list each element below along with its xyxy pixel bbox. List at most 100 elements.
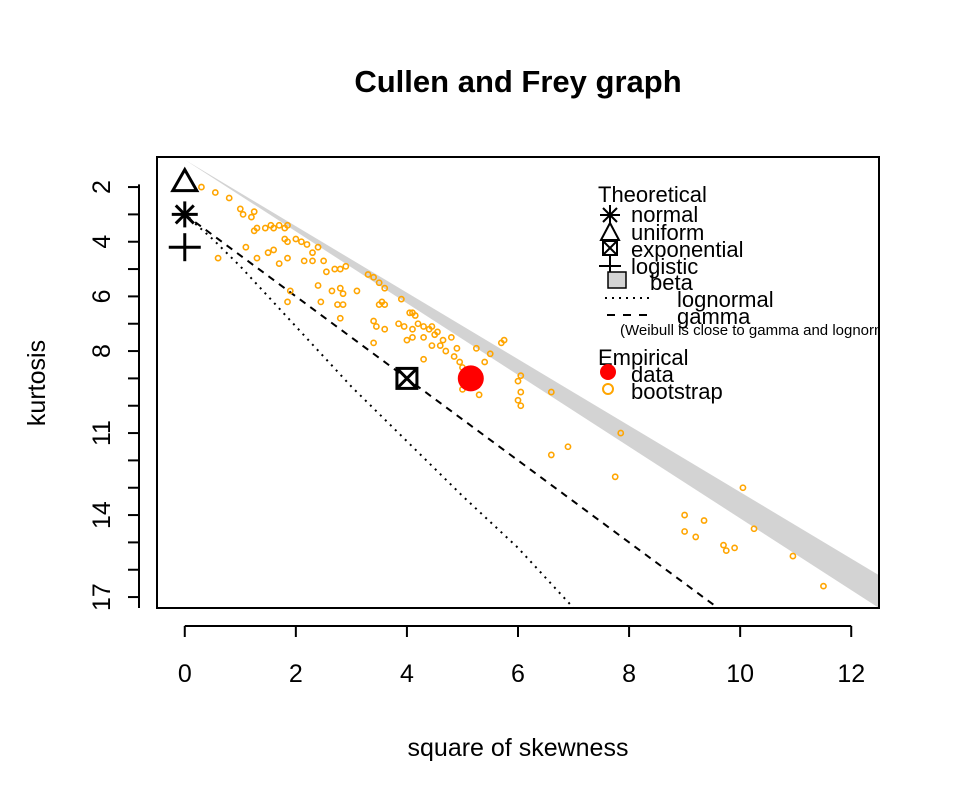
x-axis-label: square of skewness — [408, 734, 629, 762]
bootstrap-point — [420, 333, 427, 341]
bootstrap-point — [731, 544, 738, 552]
bootstrap-point — [820, 582, 827, 590]
legend-uniform-label: uniform — [631, 220, 704, 245]
bootstrap-point — [270, 224, 278, 232]
y-tick-label: 8 — [88, 344, 116, 358]
bootstrap-point — [342, 262, 350, 270]
red-dot-icon — [600, 364, 616, 380]
bootstrap-point — [322, 268, 330, 276]
x-tick-label: 12 — [837, 660, 865, 688]
bootstrap-point — [789, 552, 797, 560]
bootstrap-point — [353, 287, 361, 295]
bootstrap-point — [242, 243, 250, 251]
beta-region — [184, 159, 879, 608]
legend-theoretical-title: Theoretical — [598, 182, 707, 207]
bootstrap-point — [320, 257, 328, 265]
bootstrap-point — [314, 282, 322, 289]
bootstrap-point — [514, 396, 522, 404]
bootstrap-point — [403, 336, 411, 344]
bootstrap-point — [334, 301, 341, 308]
bootstrap-point — [248, 213, 255, 221]
bootstrap-point — [700, 517, 708, 524]
bootstrap-point — [284, 221, 291, 229]
bootstrap-point — [456, 358, 464, 366]
bootstrap-point — [317, 298, 325, 306]
bootstrap-point — [395, 320, 402, 328]
y-tick-label: 14 — [88, 501, 116, 529]
bootstrap-point — [198, 183, 205, 191]
bootstrap-point — [486, 350, 494, 358]
y-tick-label: 6 — [88, 289, 116, 303]
bootstrap-point — [309, 249, 316, 257]
x-tick-label: 6 — [511, 660, 525, 688]
bootstrap-point — [381, 301, 389, 308]
observation-point — [457, 365, 484, 392]
x-tick-label: 8 — [622, 660, 636, 688]
bootstrap-point — [517, 402, 525, 410]
legend-gamma-label: gamma — [677, 304, 751, 329]
legend-exponential-label: exponential — [631, 237, 744, 262]
bootstrap-point — [547, 451, 555, 459]
x-tick-label: 10 — [726, 660, 754, 688]
bootstrap-point — [475, 391, 483, 399]
bootstrap-point — [284, 238, 291, 246]
bootstrap-point — [681, 528, 689, 535]
bootstrap-point — [336, 265, 344, 273]
bootstrap-point — [339, 290, 347, 298]
bootstrap-point — [331, 265, 339, 273]
bootstrap-point — [409, 333, 416, 341]
bootstrap-point — [239, 210, 247, 218]
bootstrap-point — [253, 254, 261, 262]
theoretical-markers — [168, 166, 419, 390]
orange-circle-icon — [602, 383, 614, 395]
x-tick-label: 4 — [400, 660, 414, 688]
bootstrap-point — [411, 312, 419, 319]
bootstrap-point — [261, 224, 269, 232]
bootstrap-point — [275, 221, 283, 229]
bootstrap-point — [292, 235, 300, 243]
bootstrap-point — [434, 328, 441, 336]
bootstrap-point — [372, 323, 380, 330]
bootstrap-point — [381, 325, 389, 333]
bootstrap-point — [275, 260, 283, 267]
beta-swatch-icon — [607, 271, 627, 289]
legend-note: (Weibull is close to gamma and lognormal… — [620, 322, 903, 339]
bootstrap-point — [739, 484, 747, 492]
bootstrap-point — [284, 298, 291, 306]
bootstrap-point — [481, 358, 489, 366]
bootstrap-point — [264, 249, 272, 257]
bootstrap-point — [297, 238, 305, 246]
bootstrap-point — [400, 323, 408, 330]
bootstrap-point — [564, 443, 572, 451]
bootstrap-point — [253, 224, 261, 232]
bootstrap-point — [309, 257, 316, 265]
x-tick-label: 2 — [289, 660, 303, 688]
bootstrap-point — [439, 336, 447, 344]
bootstrap-point — [517, 372, 525, 380]
bootstrap-point — [420, 323, 427, 330]
uniform-marker — [170, 166, 200, 193]
normal-marker — [171, 201, 198, 228]
bootstrap-point — [225, 194, 233, 202]
y-tick-label: 11 — [88, 420, 116, 446]
bootstrap-point — [250, 208, 258, 216]
bootstrap-point — [517, 388, 525, 396]
bootstrap-point — [381, 284, 389, 292]
bootstrap-point — [611, 473, 619, 481]
bootstrap-point — [211, 189, 219, 196]
bootstrap-point — [442, 347, 450, 355]
bootstrap-point — [370, 317, 377, 325]
bootstrap-point — [514, 377, 522, 385]
legend-beta-label: beta — [650, 270, 694, 295]
bootstrap-point — [428, 323, 436, 330]
bootstrap-point — [406, 309, 414, 317]
bootstrap-point — [370, 339, 377, 347]
lognormal-line — [184, 213, 575, 608]
triangle-icon — [599, 220, 621, 241]
bootstrap-point — [336, 314, 344, 322]
bootstrap-point — [397, 295, 405, 303]
bootstrap-point — [692, 533, 700, 541]
bootstrap-point — [409, 325, 416, 333]
y-axis: 2 4 6 8 11 14 17 — [88, 180, 140, 611]
